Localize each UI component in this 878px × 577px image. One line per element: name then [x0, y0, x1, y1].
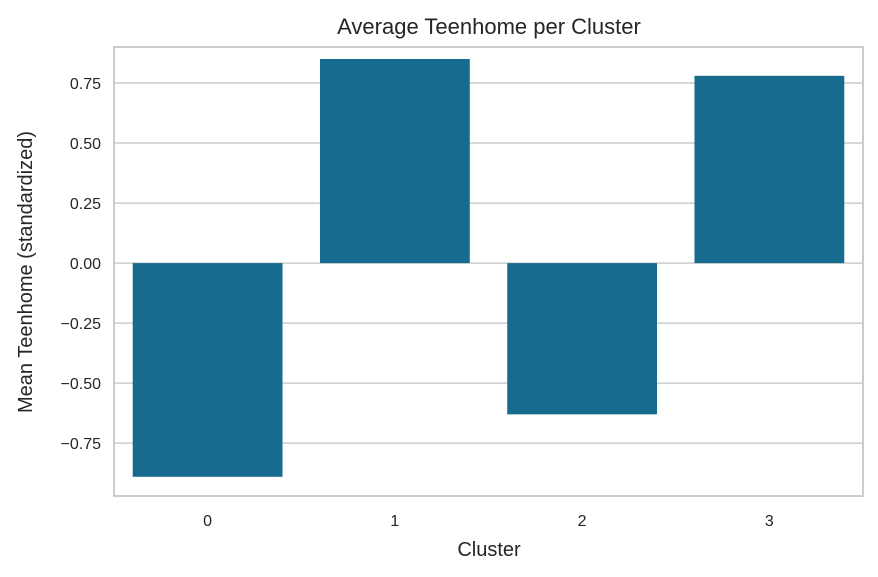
- bar: [694, 75, 845, 264]
- x-tick-label: 3: [765, 513, 774, 530]
- y-tick-label: −0.25: [61, 316, 102, 333]
- bars: [132, 59, 845, 477]
- y-axis-label: Mean Teenhome (standardized): [15, 131, 37, 413]
- x-tick-label: 2: [578, 513, 587, 530]
- y-tick-label: 0.00: [70, 256, 101, 273]
- x-axis-label: Cluster: [457, 539, 521, 561]
- x-tick-label: 1: [390, 513, 399, 530]
- y-tick-label: −0.75: [61, 436, 102, 453]
- bar: [319, 59, 470, 264]
- x-tick-label: 0: [203, 513, 212, 530]
- y-tick-label: 0.75: [70, 76, 101, 93]
- y-axis-ticks: 0.75 0.50 0.25 0.00 −0.25 −0.50 −0.75: [61, 76, 102, 453]
- y-tick-label: 0.50: [70, 136, 101, 153]
- y-tick-label: −0.50: [61, 376, 102, 393]
- y-tick-label: 0.25: [70, 196, 101, 213]
- plot-frame: [113, 46, 864, 497]
- x-axis-ticks: 0 1 2 3: [203, 513, 774, 530]
- bar: [132, 263, 283, 477]
- chart-title: Average Teenhome per Cluster: [337, 14, 641, 39]
- bar: [507, 263, 658, 415]
